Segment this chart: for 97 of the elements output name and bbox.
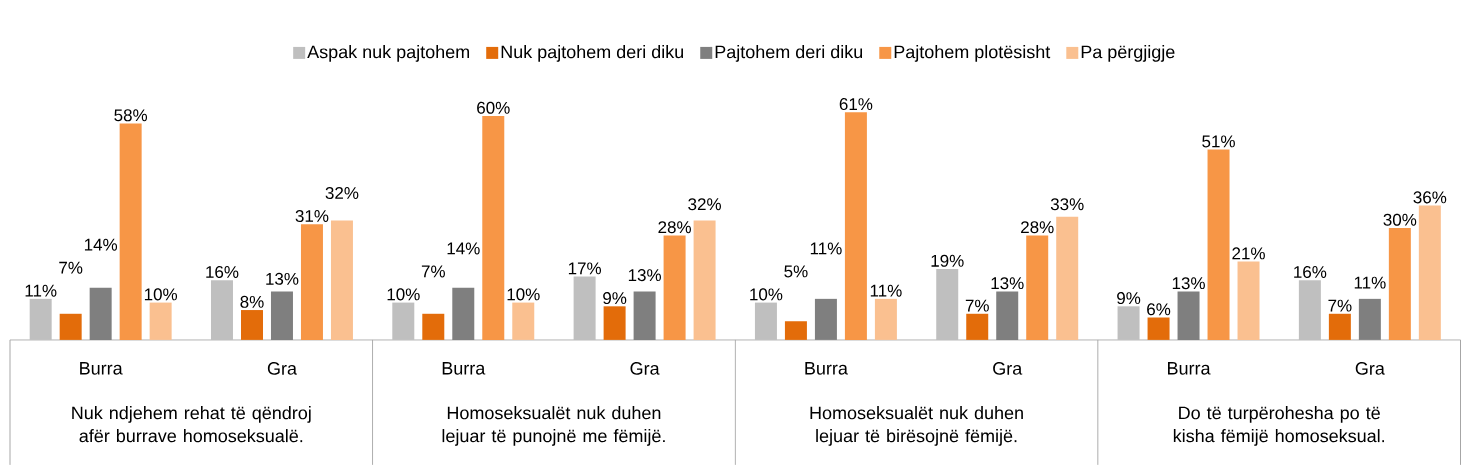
bar	[996, 291, 1019, 340]
x-tick-label: Burra	[1168, 361, 1211, 375]
bar	[300, 224, 323, 340]
data-label: 58%	[114, 109, 148, 122]
bar	[482, 115, 505, 340]
data-label: 14%	[447, 242, 480, 255]
x-tick-label: Gra	[993, 361, 1023, 375]
bar	[270, 291, 293, 340]
data-label: 7%	[59, 261, 83, 274]
bar	[149, 302, 172, 340]
data-label: 5%	[784, 265, 808, 278]
bar	[1177, 291, 1200, 340]
data-label: 11%	[1354, 276, 1386, 289]
data-label: 31%	[295, 209, 329, 222]
x-tick-label: Gra	[1355, 361, 1385, 375]
data-label: 13%	[1172, 276, 1205, 290]
bar	[1026, 235, 1049, 340]
bar	[1358, 298, 1381, 340]
bar	[663, 235, 686, 340]
legend-label: Pa përgjigje	[1081, 44, 1175, 62]
bar	[422, 313, 445, 340]
bar	[89, 287, 112, 340]
bar	[1237, 261, 1260, 340]
bar	[1117, 306, 1140, 340]
text: Homoseksualët nuk duhen lejuar të punojnë me fëmijë.	[442, 405, 665, 446]
bar	[392, 302, 415, 340]
data-label: 6%	[1147, 303, 1171, 316]
data-label: 32%	[688, 198, 721, 211]
x-tick-label: Burra	[80, 361, 123, 375]
data-label: 13%	[266, 272, 299, 285]
data-label: 60%	[477, 101, 510, 114]
data-label: 32%	[325, 186, 359, 199]
bar	[29, 298, 52, 340]
bar	[966, 313, 989, 340]
x-tick-label: Burra	[442, 361, 486, 375]
bar	[874, 298, 897, 340]
bar	[633, 291, 656, 340]
bar	[1147, 317, 1170, 340]
data-label: 19%	[931, 254, 964, 267]
data-label: 7%	[1328, 299, 1352, 312]
text: Homoseksualët nuk duhen lejuar të birësojnë fëmijë.	[810, 405, 1023, 446]
data-label: 13%	[628, 268, 661, 281]
data-label: 9%	[1117, 291, 1141, 304]
data-label: 17%	[568, 262, 602, 275]
data-label: 28%	[1021, 221, 1054, 234]
bar	[1418, 205, 1441, 340]
text: Do të turpërohesha po të kisha fëmijë homoseksual.	[1173, 405, 1385, 446]
data-label: 14%	[84, 238, 118, 251]
data-label: 33%	[1050, 198, 1084, 211]
data-label: 11%	[25, 284, 57, 297]
data-label: 10%	[750, 288, 783, 301]
bar	[119, 123, 142, 340]
data-label: 16%	[206, 265, 239, 278]
bar	[512, 302, 535, 340]
x-tick-label: Gra	[267, 361, 297, 375]
bar	[936, 268, 959, 340]
text: Nuk ndjehem rehat të qëndroj afër burrave homoseksualë.	[72, 405, 311, 443]
data-label: 36%	[1413, 191, 1447, 204]
bar	[210, 280, 233, 340]
bar	[240, 309, 263, 340]
data-label: 10%	[387, 288, 420, 301]
bar	[603, 306, 626, 340]
bar	[814, 298, 837, 340]
x-tick-label: Burra	[805, 361, 848, 375]
data-label: 30%	[1383, 213, 1417, 226]
bar	[754, 302, 777, 340]
bar	[844, 112, 867, 340]
data-label: 61%	[839, 97, 873, 110]
bar	[330, 220, 353, 340]
legend-label: Nuk pajtohem deri diku	[501, 44, 684, 62]
bar	[452, 287, 475, 340]
data-label: 11%	[810, 242, 842, 255]
legend-label: Pajtohem plotësisht	[894, 44, 1051, 62]
x-tick-label: Gra	[630, 361, 660, 375]
bar	[1328, 313, 1351, 340]
data-label: 16%	[1294, 265, 1327, 278]
data-label: 7%	[965, 299, 989, 312]
data-label: 8%	[240, 295, 264, 308]
bar	[693, 220, 716, 340]
bar	[59, 313, 82, 340]
bar	[1298, 280, 1321, 340]
data-label: 11%	[870, 284, 902, 297]
data-label: 51%	[1202, 135, 1235, 148]
bar	[1207, 149, 1230, 340]
data-label: 21%	[1232, 247, 1265, 260]
legend-label: Pajtohem deri diku	[715, 44, 863, 62]
legend-label: Aspak nuk pajtohem	[307, 44, 469, 62]
data-label: 10%	[507, 288, 540, 301]
bar	[573, 276, 596, 340]
data-label: 9%	[603, 291, 627, 304]
data-label: 10%	[144, 288, 178, 301]
data-label: 13%	[991, 276, 1024, 290]
bar	[1388, 227, 1411, 340]
bar	[784, 321, 807, 340]
bar	[1056, 216, 1079, 340]
data-label: 28%	[658, 221, 691, 234]
data-label: 7%	[421, 265, 445, 278]
